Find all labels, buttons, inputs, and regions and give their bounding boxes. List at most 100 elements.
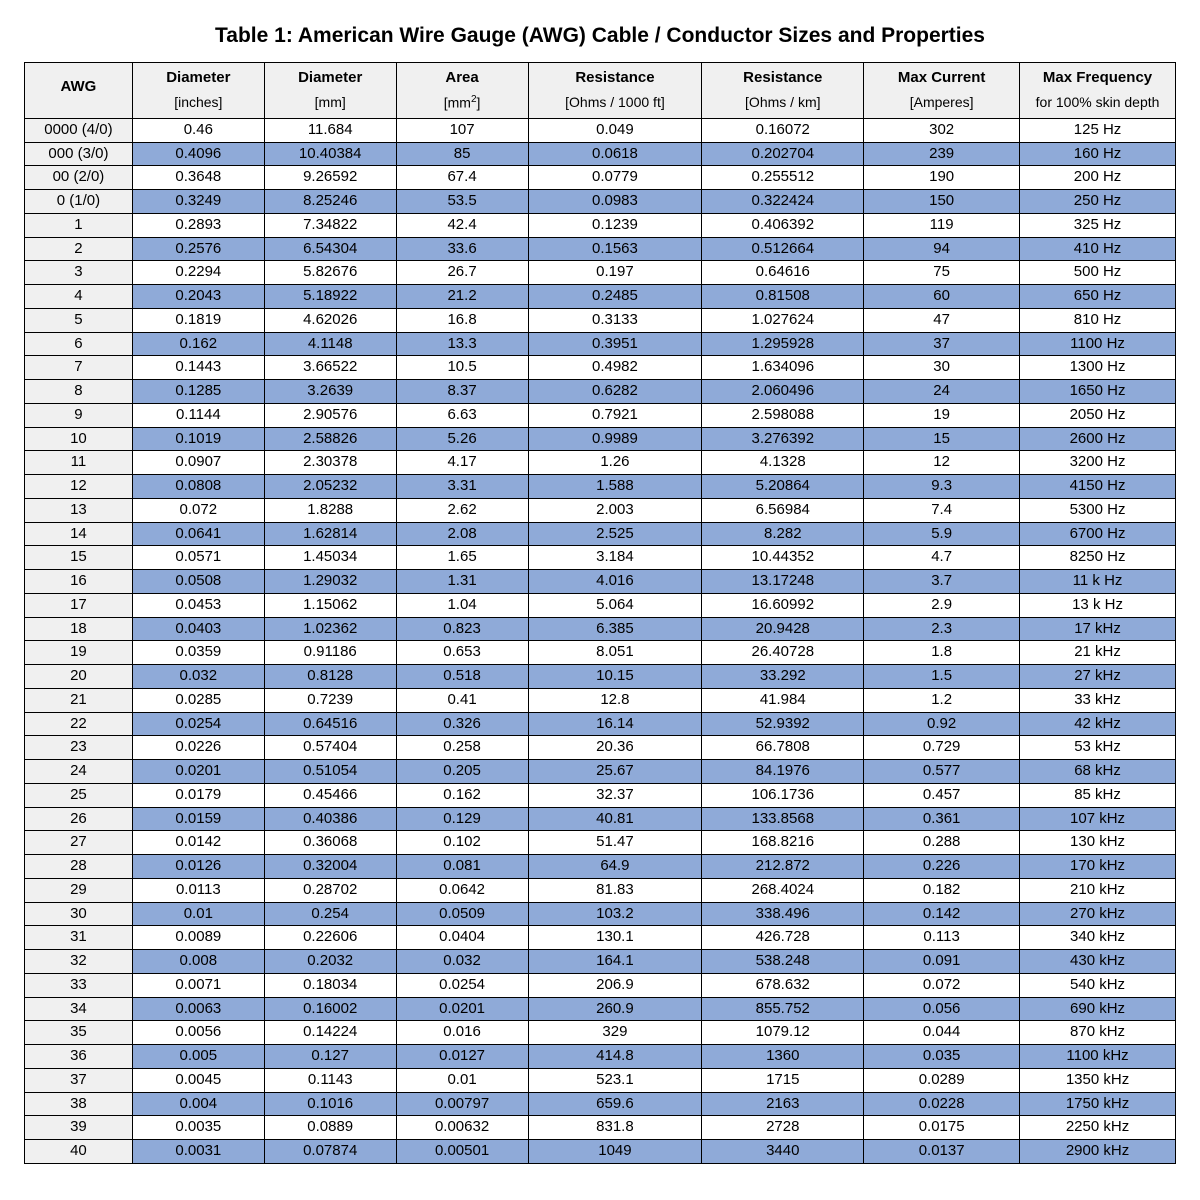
data-cell: 6.63 xyxy=(396,403,528,427)
data-cell: 0.049 xyxy=(528,118,702,142)
data-cell: 0.45466 xyxy=(264,783,396,807)
awg-cell: 25 xyxy=(25,783,133,807)
data-cell: 270 kHz xyxy=(1020,902,1176,926)
data-cell: 1350 kHz xyxy=(1020,1068,1176,1092)
column-header: Diameter[mm] xyxy=(264,63,396,119)
column-header: Area[mm2] xyxy=(396,63,528,119)
data-cell: 0.0404 xyxy=(396,926,528,950)
data-cell: 2.3 xyxy=(864,617,1020,641)
table-row: 0000 (4/0)0.4611.6841070.0490.1607230212… xyxy=(25,118,1176,142)
data-cell: 6.385 xyxy=(528,617,702,641)
data-cell: 3440 xyxy=(702,1140,864,1164)
data-cell: 0.3133 xyxy=(528,308,702,332)
data-cell: 250 Hz xyxy=(1020,190,1176,214)
data-cell: 21.2 xyxy=(396,285,528,309)
awg-cell: 40 xyxy=(25,1140,133,1164)
data-cell: 0.9989 xyxy=(528,427,702,451)
data-cell: 8.051 xyxy=(528,641,702,665)
data-cell: 67.4 xyxy=(396,166,528,190)
data-cell: 0.22606 xyxy=(264,926,396,950)
data-cell: 0.457 xyxy=(864,783,1020,807)
data-cell: 0.008 xyxy=(132,950,264,974)
awg-cell: 14 xyxy=(25,522,133,546)
table-row: 240.02010.510540.20525.6784.19760.57768 … xyxy=(25,760,1176,784)
data-cell: 0.0045 xyxy=(132,1068,264,1092)
data-cell: 106.1736 xyxy=(702,783,864,807)
awg-cell: 17 xyxy=(25,593,133,617)
data-cell: 650 Hz xyxy=(1020,285,1176,309)
awg-cell: 21 xyxy=(25,688,133,712)
data-cell: 0.729 xyxy=(864,736,1020,760)
data-cell: 27 kHz xyxy=(1020,665,1176,689)
data-cell: 0.255512 xyxy=(702,166,864,190)
table-row: 170.04531.150621.045.06416.609922.913 k … xyxy=(25,593,1176,617)
data-cell: 0.0907 xyxy=(132,451,264,475)
data-cell: 302 xyxy=(864,118,1020,142)
table-row: 280.01260.320040.08164.9212.8720.226170 … xyxy=(25,855,1176,879)
data-cell: 47 xyxy=(864,308,1020,332)
data-cell: 1.45034 xyxy=(264,546,396,570)
data-cell: 53 kHz xyxy=(1020,736,1176,760)
data-cell: 0.182 xyxy=(864,878,1020,902)
data-cell: 2050 Hz xyxy=(1020,403,1176,427)
data-cell: 0.2576 xyxy=(132,237,264,261)
awg-cell: 26 xyxy=(25,807,133,831)
data-cell: 0.1016 xyxy=(264,1092,396,1116)
column-header: Max Current[Amperes] xyxy=(864,63,1020,119)
data-cell: 164.1 xyxy=(528,950,702,974)
awg-cell: 15 xyxy=(25,546,133,570)
column-unit: [mm2] xyxy=(401,94,524,112)
column-header: Resistance[Ohms / km] xyxy=(702,63,864,119)
data-cell: 0.0126 xyxy=(132,855,264,879)
data-cell: 1100 Hz xyxy=(1020,332,1176,356)
awg-cell: 13 xyxy=(25,498,133,522)
data-cell: 2163 xyxy=(702,1092,864,1116)
data-cell: 1360 xyxy=(702,1045,864,1069)
data-cell: 414.8 xyxy=(528,1045,702,1069)
awg-cell: 11 xyxy=(25,451,133,475)
data-cell: 0.162 xyxy=(396,783,528,807)
data-cell: 0.0285 xyxy=(132,688,264,712)
awg-cell: 34 xyxy=(25,997,133,1021)
data-cell: 3.276392 xyxy=(702,427,864,451)
data-cell: 0.18034 xyxy=(264,973,396,997)
awg-cell: 1 xyxy=(25,213,133,237)
awg-cell: 32 xyxy=(25,950,133,974)
data-cell: 0.0618 xyxy=(528,142,702,166)
awg-cell: 3 xyxy=(25,261,133,285)
data-cell: 678.632 xyxy=(702,973,864,997)
awg-cell: 36 xyxy=(25,1045,133,1069)
data-cell: 0.91186 xyxy=(264,641,396,665)
data-cell: 0.92 xyxy=(864,712,1020,736)
data-cell: 68 kHz xyxy=(1020,760,1176,784)
data-cell: 33 kHz xyxy=(1020,688,1176,712)
data-cell: 206.9 xyxy=(528,973,702,997)
data-cell: 1.027624 xyxy=(702,308,864,332)
data-cell: 0.00632 xyxy=(396,1116,528,1140)
data-cell: 0.64516 xyxy=(264,712,396,736)
data-cell: 0.2032 xyxy=(264,950,396,974)
awg-cell: 33 xyxy=(25,973,133,997)
data-cell: 12 xyxy=(864,451,1020,475)
data-cell: 84.1976 xyxy=(702,760,864,784)
data-cell: 19 xyxy=(864,403,1020,427)
data-cell: 0.0127 xyxy=(396,1045,528,1069)
data-cell: 3.7 xyxy=(864,570,1020,594)
data-cell: 0.51054 xyxy=(264,760,396,784)
awg-cell: 2 xyxy=(25,237,133,261)
data-cell: 130.1 xyxy=(528,926,702,950)
data-cell: 0.07874 xyxy=(264,1140,396,1164)
data-cell: 5.26 xyxy=(396,427,528,451)
data-cell: 85 kHz xyxy=(1020,783,1176,807)
data-cell: 30 xyxy=(864,356,1020,380)
data-cell: 0.577 xyxy=(864,760,1020,784)
column-unit: [mm] xyxy=(269,94,392,112)
data-cell: 130 kHz xyxy=(1020,831,1176,855)
data-cell: 107 xyxy=(396,118,528,142)
data-cell: 1079.12 xyxy=(702,1021,864,1045)
column-header: Resistance[Ohms / 1000 ft] xyxy=(528,63,702,119)
data-cell: 540 kHz xyxy=(1020,973,1176,997)
data-cell: 0.258 xyxy=(396,736,528,760)
awg-cell: 0 (1/0) xyxy=(25,190,133,214)
data-cell: 1300 Hz xyxy=(1020,356,1176,380)
